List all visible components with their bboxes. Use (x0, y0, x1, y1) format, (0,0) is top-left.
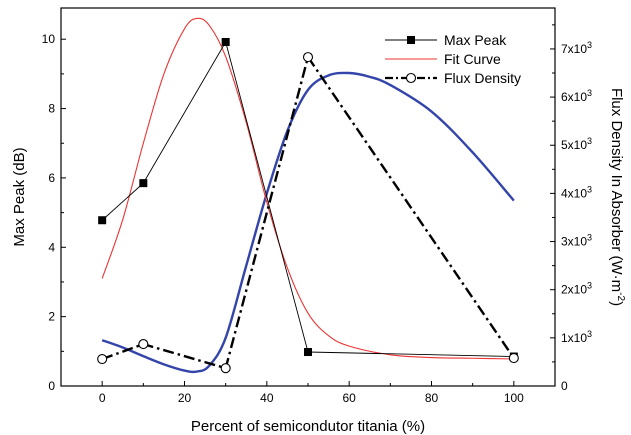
series-max-peak-point-2 (221, 37, 230, 46)
series-max-peak-point-3 (304, 348, 312, 357)
y-right-axis-label-main: Flux Density In Absorber (W·m (608, 88, 625, 292)
x-tick-label-2: 40 (260, 391, 274, 405)
y-right-tick-label-6: 6x103 (561, 88, 592, 104)
y-left-tick-label-3: 6 (48, 171, 55, 185)
legend: Max Peak Fit Curve Flux Density (385, 32, 521, 86)
y-left-tick-label-4: 8 (48, 102, 55, 116)
y-right-tick-label-1: 1x103 (561, 329, 592, 345)
plot-series (97, 17, 519, 374)
x-axis-label: Percent of semicondutor titania (%) (191, 418, 425, 435)
legend-marker-0 (407, 36, 415, 44)
series-flux-density-point-0 (97, 353, 108, 365)
series-max-peak-point-1 (139, 179, 148, 188)
y-left-tick-label-0: 0 (48, 379, 55, 393)
series-flux-density-point-3 (302, 52, 314, 63)
y-right-axis-label-close: ) (608, 301, 625, 306)
series-flux-fit-line (101, 71, 515, 374)
y-left-axis-ticks: 0 2 4 6 8 10 (42, 32, 66, 393)
legend-label-0: Max Peak (444, 32, 507, 48)
series-flux-density-point-4 (508, 353, 519, 364)
x-tick-label-1: 20 (178, 391, 192, 405)
x-tick-label-0: 0 (99, 391, 106, 405)
legend-label-2: Flux Density (444, 70, 521, 86)
series-fit-curve-line (101, 17, 514, 360)
y-right-tick-label-4: 4x103 (561, 184, 592, 200)
y-right-tick-label-0: 0 (561, 379, 568, 393)
series-flux-density-point-2 (220, 363, 231, 374)
series-max-peak-point-0 (98, 216, 107, 225)
y-right-tick-label-7: 7x103 (561, 40, 592, 56)
y-left-tick-label-1: 2 (48, 310, 55, 324)
x-tick-label-3: 60 (342, 391, 356, 405)
y-right-axis-ticks: 0 1x103 2x103 3x103 4x103 5x103 6x103 7x103 (550, 24, 592, 393)
series-flux-density-point-1 (138, 339, 149, 350)
legend-marker-2 (405, 72, 417, 84)
y-left-tick-label-2: 4 (48, 240, 55, 254)
y-right-tick-label-2: 2x103 (561, 281, 592, 297)
x-tick-label-4: 80 (425, 391, 439, 405)
y-right-axis-label-exponent: -2 (615, 292, 626, 301)
y-right-tick-label-3: 3x103 (561, 233, 592, 249)
y-left-axis-label: Max Peak (dB) (11, 147, 28, 246)
x-tick-label-5: 100 (504, 391, 524, 405)
y-right-axis-label: Flux Density In Absorber (W·m-2) (608, 88, 626, 306)
y-left-tick-label-5: 10 (42, 32, 56, 46)
series-flux-density-line (101, 55, 515, 370)
legend-label-1: Fit Curve (444, 51, 501, 67)
x-axis-ticks: 0 20 40 60 80 100 (60, 381, 556, 405)
y-right-tick-label-5: 5x103 (561, 136, 592, 152)
